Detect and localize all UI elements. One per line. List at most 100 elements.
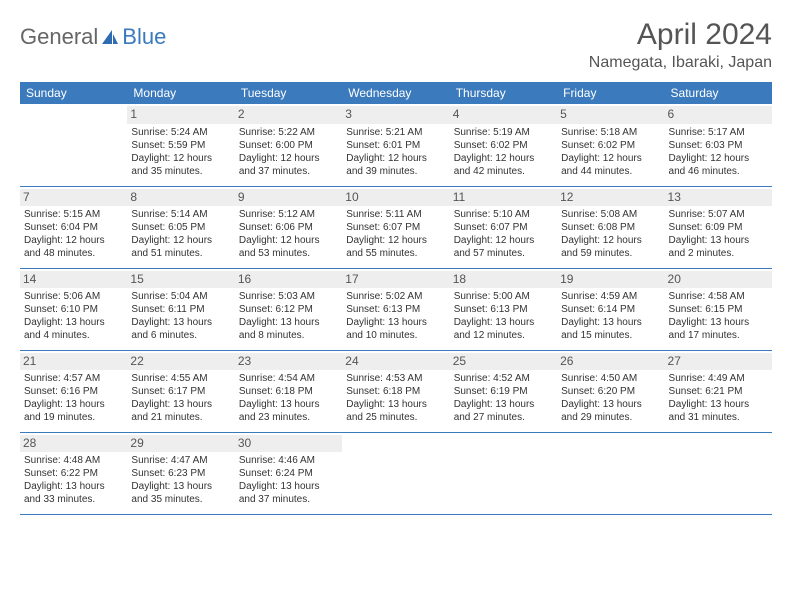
sunset-text: Sunset: 6:17 PM bbox=[131, 385, 230, 398]
header-row: Sunday Monday Tuesday Wednesday Thursday… bbox=[20, 82, 772, 104]
day-number: 16 bbox=[235, 271, 342, 289]
sunset-text: Sunset: 6:14 PM bbox=[561, 303, 660, 316]
day-cell: 25Sunrise: 4:52 AMSunset: 6:19 PMDayligh… bbox=[450, 350, 557, 432]
day-number: 7 bbox=[20, 189, 127, 207]
sunset-text: Sunset: 6:22 PM bbox=[24, 467, 123, 480]
day-cell: 28Sunrise: 4:48 AMSunset: 6:22 PMDayligh… bbox=[20, 432, 127, 514]
day-number: 30 bbox=[235, 435, 342, 453]
day-cell: 26Sunrise: 4:50 AMSunset: 6:20 PMDayligh… bbox=[557, 350, 664, 432]
day-number: 1 bbox=[127, 106, 234, 124]
daylight-text: Daylight: 13 hours and 10 minutes. bbox=[346, 316, 445, 342]
day-number: 20 bbox=[665, 271, 772, 289]
sunrise-text: Sunrise: 4:53 AM bbox=[346, 372, 445, 385]
day-number: 17 bbox=[342, 271, 449, 289]
week-row: 7Sunrise: 5:15 AMSunset: 6:04 PMDaylight… bbox=[20, 186, 772, 268]
sunset-text: Sunset: 6:09 PM bbox=[669, 221, 768, 234]
sunset-text: Sunset: 6:24 PM bbox=[239, 467, 338, 480]
day-cell: 29Sunrise: 4:47 AMSunset: 6:23 PMDayligh… bbox=[127, 432, 234, 514]
daylight-text: Daylight: 13 hours and 31 minutes. bbox=[669, 398, 768, 424]
day-cell: 18Sunrise: 5:00 AMSunset: 6:13 PMDayligh… bbox=[450, 268, 557, 350]
day-cell bbox=[450, 432, 557, 514]
day-cell: 12Sunrise: 5:08 AMSunset: 6:08 PMDayligh… bbox=[557, 186, 664, 268]
sunset-text: Sunset: 6:13 PM bbox=[454, 303, 553, 316]
sunrise-text: Sunrise: 4:58 AM bbox=[669, 290, 768, 303]
daylight-text: Daylight: 13 hours and 25 minutes. bbox=[346, 398, 445, 424]
day-cell: 2Sunrise: 5:22 AMSunset: 6:00 PMDaylight… bbox=[235, 104, 342, 186]
week-row: 1Sunrise: 5:24 AMSunset: 5:59 PMDaylight… bbox=[20, 104, 772, 186]
sunrise-text: Sunrise: 4:54 AM bbox=[239, 372, 338, 385]
col-fri: Friday bbox=[557, 82, 664, 104]
col-thu: Thursday bbox=[450, 82, 557, 104]
daylight-text: Daylight: 13 hours and 33 minutes. bbox=[24, 480, 123, 506]
sunrise-text: Sunrise: 5:10 AM bbox=[454, 208, 553, 221]
daylight-text: Daylight: 12 hours and 37 minutes. bbox=[239, 152, 338, 178]
sunset-text: Sunset: 6:12 PM bbox=[239, 303, 338, 316]
sunrise-text: Sunrise: 5:07 AM bbox=[669, 208, 768, 221]
day-cell bbox=[20, 104, 127, 186]
day-cell bbox=[665, 432, 772, 514]
daylight-text: Daylight: 12 hours and 48 minutes. bbox=[24, 234, 123, 260]
sunset-text: Sunset: 6:01 PM bbox=[346, 139, 445, 152]
day-cell: 6Sunrise: 5:17 AMSunset: 6:03 PMDaylight… bbox=[665, 104, 772, 186]
sunrise-text: Sunrise: 5:22 AM bbox=[239, 126, 338, 139]
sunrise-text: Sunrise: 5:21 AM bbox=[346, 126, 445, 139]
day-cell: 19Sunrise: 4:59 AMSunset: 6:14 PMDayligh… bbox=[557, 268, 664, 350]
sunrise-text: Sunrise: 4:52 AM bbox=[454, 372, 553, 385]
brand-part1: General bbox=[20, 24, 98, 50]
day-number: 2 bbox=[235, 106, 342, 124]
sunrise-text: Sunrise: 5:24 AM bbox=[131, 126, 230, 139]
week-row: 21Sunrise: 4:57 AMSunset: 6:16 PMDayligh… bbox=[20, 350, 772, 432]
sunrise-text: Sunrise: 4:49 AM bbox=[669, 372, 768, 385]
brand-part2: Blue bbox=[122, 24, 166, 50]
day-cell: 3Sunrise: 5:21 AMSunset: 6:01 PMDaylight… bbox=[342, 104, 449, 186]
daylight-text: Daylight: 13 hours and 6 minutes. bbox=[131, 316, 230, 342]
sunrise-text: Sunrise: 5:04 AM bbox=[131, 290, 230, 303]
location: Namegata, Ibaraki, Japan bbox=[589, 54, 772, 72]
sunset-text: Sunset: 6:23 PM bbox=[131, 467, 230, 480]
day-number: 14 bbox=[20, 271, 127, 289]
daylight-text: Daylight: 13 hours and 15 minutes. bbox=[561, 316, 660, 342]
daylight-text: Daylight: 13 hours and 12 minutes. bbox=[454, 316, 553, 342]
sunset-text: Sunset: 6:10 PM bbox=[24, 303, 123, 316]
day-number: 5 bbox=[557, 106, 664, 124]
day-cell: 16Sunrise: 5:03 AMSunset: 6:12 PMDayligh… bbox=[235, 268, 342, 350]
day-cell bbox=[557, 432, 664, 514]
sunset-text: Sunset: 6:07 PM bbox=[346, 221, 445, 234]
day-number: 9 bbox=[235, 189, 342, 207]
sunset-text: Sunset: 6:18 PM bbox=[239, 385, 338, 398]
day-cell: 23Sunrise: 4:54 AMSunset: 6:18 PMDayligh… bbox=[235, 350, 342, 432]
day-number: 24 bbox=[342, 353, 449, 371]
sunrise-text: Sunrise: 5:08 AM bbox=[561, 208, 660, 221]
sunrise-text: Sunrise: 5:11 AM bbox=[346, 208, 445, 221]
day-cell: 8Sunrise: 5:14 AMSunset: 6:05 PMDaylight… bbox=[127, 186, 234, 268]
day-cell: 10Sunrise: 5:11 AMSunset: 6:07 PMDayligh… bbox=[342, 186, 449, 268]
day-cell: 27Sunrise: 4:49 AMSunset: 6:21 PMDayligh… bbox=[665, 350, 772, 432]
day-cell: 30Sunrise: 4:46 AMSunset: 6:24 PMDayligh… bbox=[235, 432, 342, 514]
sunset-text: Sunset: 6:02 PM bbox=[454, 139, 553, 152]
day-number: 18 bbox=[450, 271, 557, 289]
daylight-text: Daylight: 12 hours and 35 minutes. bbox=[131, 152, 230, 178]
col-sun: Sunday bbox=[20, 82, 127, 104]
day-number: 10 bbox=[342, 189, 449, 207]
daylight-text: Daylight: 12 hours and 51 minutes. bbox=[131, 234, 230, 260]
day-cell: 24Sunrise: 4:53 AMSunset: 6:18 PMDayligh… bbox=[342, 350, 449, 432]
sunset-text: Sunset: 6:15 PM bbox=[669, 303, 768, 316]
daylight-text: Daylight: 13 hours and 27 minutes. bbox=[454, 398, 553, 424]
daylight-text: Daylight: 13 hours and 29 minutes. bbox=[561, 398, 660, 424]
daylight-text: Daylight: 13 hours and 17 minutes. bbox=[669, 316, 768, 342]
daylight-text: Daylight: 12 hours and 59 minutes. bbox=[561, 234, 660, 260]
daylight-text: Daylight: 12 hours and 53 minutes. bbox=[239, 234, 338, 260]
day-number: 28 bbox=[20, 435, 127, 453]
day-number: 22 bbox=[127, 353, 234, 371]
day-cell: 22Sunrise: 4:55 AMSunset: 6:17 PMDayligh… bbox=[127, 350, 234, 432]
day-cell: 4Sunrise: 5:19 AMSunset: 6:02 PMDaylight… bbox=[450, 104, 557, 186]
sunset-text: Sunset: 6:03 PM bbox=[669, 139, 768, 152]
sunset-text: Sunset: 6:08 PM bbox=[561, 221, 660, 234]
day-number: 12 bbox=[557, 189, 664, 207]
day-number: 15 bbox=[127, 271, 234, 289]
sunrise-text: Sunrise: 4:59 AM bbox=[561, 290, 660, 303]
day-cell bbox=[342, 432, 449, 514]
sunrise-text: Sunrise: 4:50 AM bbox=[561, 372, 660, 385]
day-number: 4 bbox=[450, 106, 557, 124]
sunrise-text: Sunrise: 5:06 AM bbox=[24, 290, 123, 303]
